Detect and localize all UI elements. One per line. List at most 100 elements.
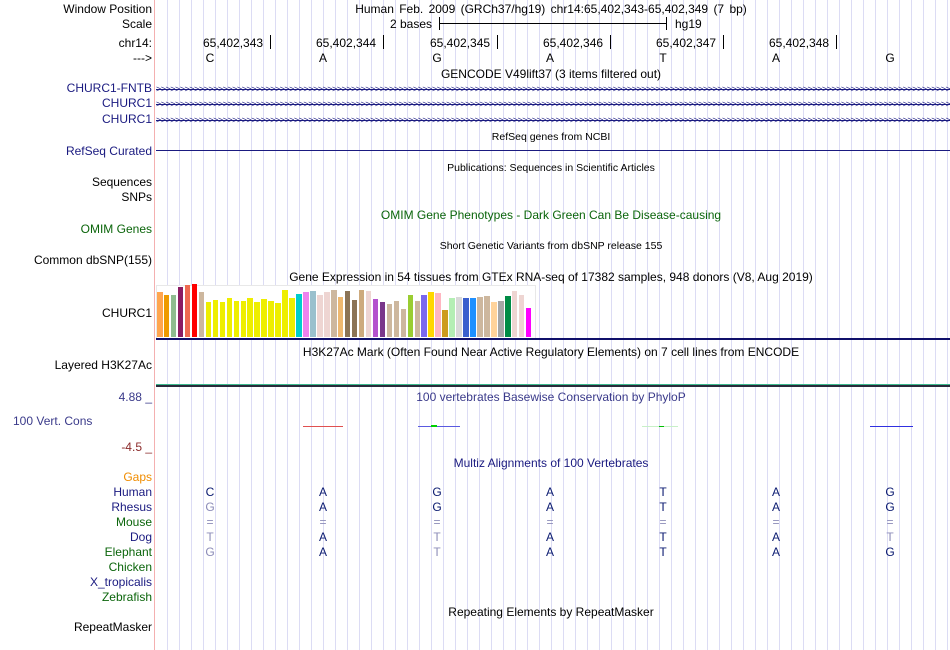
multiz-title: Multiz Alignments of 100 Vertebrates [453,456,649,470]
gtex-tissue-bar[interactable] [463,298,469,337]
gtex-tissue-bar[interactable] [358,290,365,337]
gtex-tissue-bar[interactable] [240,301,247,337]
omim-label[interactable]: OMIM Genes [80,222,152,236]
coordinate-label: 65,402,344 [316,36,377,50]
gtex-tissue-bar[interactable] [449,298,455,337]
gtex-tissue-bar[interactable] [491,302,497,337]
species-label[interactable]: Dog [129,530,152,544]
grid-line [575,0,576,650]
gtex-tissue-bar[interactable] [407,295,414,337]
gtex-tissue-bar[interactable] [400,309,407,337]
gtex-tissue-bar[interactable] [518,295,525,337]
gtex-tissue-bar[interactable] [324,292,330,337]
alignment-base: T [659,500,667,514]
gtex-tissue-bar[interactable] [157,292,163,337]
gtex-tissue-bar[interactable] [470,298,476,337]
gaps-label[interactable]: Gaps [123,470,152,484]
gtex-tissue-bar[interactable] [393,301,400,337]
gtex-label[interactable]: CHURC1 [101,306,152,320]
alignment-base: = [772,515,780,529]
gencode-item-label[interactable]: CHURC1-FNTB [66,81,152,95]
coordinate-tick [723,35,724,49]
gtex-tissue-bar[interactable] [170,295,177,337]
grid-line [623,0,624,650]
gtex-tissue-bar[interactable] [247,298,253,337]
species-label[interactable]: Zebrafish [101,590,152,604]
gtex-tissue-bar[interactable] [331,290,337,337]
gene-model-churc1[interactable]: >>>>>>>>>>>>>>>>>>>>>>>>>>>>>>>>>>>>>>>>… [156,115,950,125]
publications-sequences-label[interactable]: Sequences [91,175,152,189]
gtex-tissue-bar[interactable] [344,291,351,337]
coordinate-label: 65,402,343 [203,36,264,50]
gtex-tissue-bar[interactable] [163,295,170,337]
species-label[interactable]: Chicken [108,560,152,574]
gene-model-churc1-fntb[interactable]: >>>>>>>>>>>>>>>>>>>>>>>>>>>>>>>>>>>>>>>>… [156,84,950,94]
gtex-tissue-bar[interactable] [525,308,532,337]
gtex-tissue-bar[interactable] [365,291,372,337]
gtex-tissue-bar[interactable] [372,299,379,337]
grid-line [587,0,588,650]
gtex-tissue-bar[interactable] [337,297,344,337]
gtex-tissue-bar[interactable] [498,301,504,337]
gtex-tissue-bar[interactable] [456,297,462,337]
gtex-tissue-bar[interactable] [289,298,295,337]
gtex-tissue-bar[interactable] [435,293,441,337]
gtex-tissue-bar[interactable] [177,287,184,337]
gtex-tissue-bar[interactable] [317,295,323,337]
gtex-tissue-bar[interactable] [268,301,274,337]
alignment-base: = [659,515,667,529]
gtex-tissue-bar[interactable] [484,296,490,337]
gtex-tissue-bar[interactable] [351,300,358,337]
gtex-tissue-bar[interactable] [184,285,191,337]
species-label[interactable]: Rhesus [111,500,152,514]
gtex-tissue-bar[interactable] [421,295,427,337]
gtex-tissue-bar[interactable] [303,292,309,337]
gtex-tissue-bar[interactable] [386,304,393,337]
gene-model-churc1[interactable]: >>>>>>>>>>>>>>>>>>>>>>>>>>>>>>>>>>>>>>>>… [156,99,950,109]
gtex-tissue-bar[interactable] [254,302,260,337]
gtex-tissue-bar[interactable] [226,298,233,337]
grid-line [755,0,756,650]
refseq-gene-line[interactable] [156,150,950,151]
gtex-tissue-bar[interactable] [511,291,518,337]
gtex-tissue-bar[interactable] [212,300,219,337]
phylop-signal-pos [659,426,664,427]
species-label[interactable]: Mouse [115,515,152,529]
grid-line [695,0,696,650]
gtex-tissue-bar[interactable] [379,302,386,337]
gtex-tissue-bar[interactable] [442,310,448,337]
omim-title: OMIM Gene Phenotypes - Dark Green Can Be… [380,208,722,222]
publications-snps-label[interactable]: SNPs [121,190,152,204]
gencode-item-label[interactable]: CHURC1 [101,112,152,126]
h3k27ac-label[interactable]: Layered H3K27Ac [54,358,152,372]
phylop-signal-pos [431,425,437,427]
gtex-tissue-bar[interactable] [198,292,205,337]
alignment-base: T [206,530,214,544]
gtex-tissue-bar[interactable] [219,302,226,337]
gtex-tissue-bar[interactable] [296,294,302,337]
alignment-base: T [659,545,667,559]
alignment-base: A [545,485,555,499]
gtex-tissue-bar[interactable] [477,297,483,337]
grid-line [827,0,828,650]
gtex-tissue-bar[interactable] [233,301,240,337]
species-label[interactable]: X_tropicalis [89,575,152,589]
gtex-tissue-bar[interactable] [275,303,281,337]
gtex-tissue-bar[interactable] [414,301,421,337]
species-label[interactable]: Elephant [104,545,152,559]
gtex-tissue-bar[interactable] [205,302,212,337]
gencode-item-label[interactable]: CHURC1 [101,96,152,110]
gtex-tissue-bar[interactable] [261,299,267,337]
species-label[interactable]: Human [113,485,152,499]
gtex-tissue-bar[interactable] [310,291,316,337]
h3k27ac-title: H3K27Ac Mark (Often Found Near Active Re… [302,345,800,359]
dbsnp-label[interactable]: Common dbSNP(155) [33,253,152,267]
repeatmasker-label[interactable]: RepeatMasker [73,620,152,634]
gtex-tissue-bar[interactable] [428,292,434,337]
refseq-label[interactable]: RefSeq Curated [65,144,152,158]
gtex-tissue-bar[interactable] [505,296,511,337]
assembly-position[interactable]: Human Feb. 2009 (GRCh37/hg19) chr14:65,4… [355,2,747,16]
phylop-label[interactable]: 100 Vert. Cons [13,414,93,428]
gtex-tissue-bar[interactable] [191,284,198,337]
gtex-tissue-bar[interactable] [282,290,288,337]
